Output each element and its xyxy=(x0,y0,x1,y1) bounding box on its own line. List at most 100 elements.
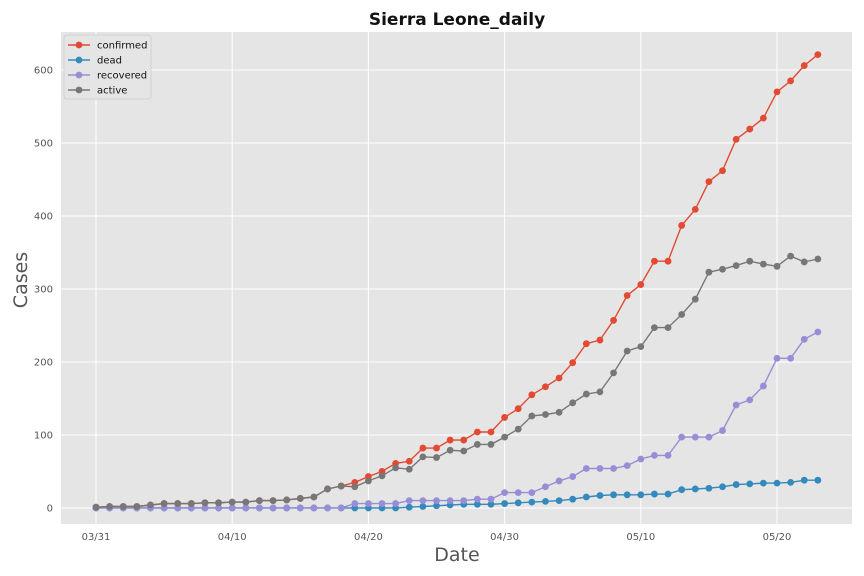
data-point-recovered xyxy=(433,497,440,505)
data-point-active xyxy=(201,499,209,507)
data-point-dead xyxy=(582,493,590,501)
data-point-dead xyxy=(528,498,536,506)
y-tick-label: 100 xyxy=(34,430,53,441)
data-point-confirmed xyxy=(719,167,726,175)
data-point-dead xyxy=(800,476,808,484)
data-point-active xyxy=(487,441,495,448)
data-point-recovered xyxy=(787,354,795,362)
data-point-dead xyxy=(705,484,713,492)
data-point-recovered xyxy=(269,504,277,512)
grid xyxy=(61,32,852,524)
legend-label-confirmed: confirmed xyxy=(97,41,147,52)
data-point-active xyxy=(746,257,754,265)
data-point-dead xyxy=(759,479,767,487)
data-point-recovered xyxy=(514,489,522,497)
data-point-active xyxy=(542,411,549,418)
data-point-recovered xyxy=(773,354,781,362)
data-point-recovered xyxy=(800,335,808,343)
y-tick-label: 300 xyxy=(34,284,53,295)
data-point-confirmed xyxy=(433,444,440,452)
data-point-recovered xyxy=(228,504,236,512)
data-point-active xyxy=(623,347,631,355)
data-point-confirmed xyxy=(732,135,740,143)
data-point-dead xyxy=(814,476,822,484)
data-point-dead xyxy=(514,499,522,507)
data-point-recovered xyxy=(555,477,563,485)
x-tick-label: 04/30 xyxy=(490,532,519,543)
data-point-active xyxy=(228,498,236,506)
data-point-confirmed xyxy=(460,436,468,444)
y-tick-label: 400 xyxy=(34,211,53,222)
data-point-dead xyxy=(651,490,658,498)
data-point-active xyxy=(147,501,154,509)
data-point-recovered xyxy=(542,483,549,491)
data-point-confirmed xyxy=(555,374,563,382)
data-point-recovered xyxy=(337,504,345,512)
data-point-confirmed xyxy=(814,51,822,59)
data-point-active xyxy=(446,446,454,454)
data-point-active xyxy=(296,495,304,502)
data-point-recovered xyxy=(283,504,291,512)
data-point-active xyxy=(691,295,699,303)
legend-label-dead: dead xyxy=(97,56,122,67)
data-point-dead xyxy=(610,491,617,499)
x-tick-label: 05/20 xyxy=(763,532,792,543)
data-point-confirmed xyxy=(800,62,808,69)
data-point-active xyxy=(433,454,440,461)
data-point-recovered xyxy=(419,497,427,505)
data-point-confirmed xyxy=(514,405,522,413)
data-point-confirmed xyxy=(623,292,631,299)
data-point-active xyxy=(514,425,522,433)
data-point-confirmed xyxy=(542,383,549,391)
data-point-active xyxy=(664,324,672,332)
data-point-dead xyxy=(746,480,754,488)
data-point-confirmed xyxy=(405,457,413,465)
data-point-dead xyxy=(773,479,781,487)
data-point-recovered xyxy=(610,465,617,472)
data-point-confirmed xyxy=(473,428,481,436)
data-point-active xyxy=(773,262,781,270)
data-point-dead xyxy=(555,497,563,505)
data-point-recovered xyxy=(719,427,726,434)
data-point-recovered xyxy=(487,495,495,503)
data-point-dead xyxy=(473,500,481,508)
data-point-confirmed xyxy=(637,281,645,288)
data-point-active xyxy=(215,499,222,507)
data-point-confirmed xyxy=(746,125,754,133)
data-point-recovered xyxy=(759,382,767,390)
data-point-active xyxy=(256,497,263,505)
y-tick-label: 0 xyxy=(47,503,53,514)
data-point-active xyxy=(732,262,740,269)
data-point-recovered xyxy=(215,504,222,512)
data-point-active xyxy=(419,453,427,461)
data-point-recovered xyxy=(256,504,263,512)
data-point-recovered xyxy=(623,462,631,470)
data-point-dead xyxy=(596,492,604,499)
data-point-active xyxy=(106,503,114,510)
data-point-dead xyxy=(501,500,508,507)
data-point-active xyxy=(678,311,686,318)
data-point-active xyxy=(187,500,195,507)
x-ticks: 03/31 04/10 04/20 04/30 05/10 05/20 xyxy=(82,532,792,543)
y-tick-label: 600 xyxy=(34,65,53,76)
series-active xyxy=(92,252,822,511)
data-point-recovered xyxy=(405,497,413,505)
data-point-recovered xyxy=(596,465,604,472)
data-point-active xyxy=(800,258,808,266)
data-point-active xyxy=(269,497,277,505)
legend-marker-active xyxy=(75,86,83,94)
data-point-recovered xyxy=(296,504,304,512)
data-point-active xyxy=(310,493,318,501)
data-point-active xyxy=(351,483,359,491)
data-point-dead xyxy=(732,481,740,488)
data-point-active xyxy=(759,260,767,268)
data-point-active xyxy=(596,388,604,396)
data-point-active xyxy=(365,477,372,485)
data-point-confirmed xyxy=(446,436,454,444)
data-point-confirmed xyxy=(487,428,495,436)
data-point-active xyxy=(637,343,645,351)
data-point-active xyxy=(242,498,250,506)
data-point-recovered xyxy=(473,495,481,503)
data-point-recovered xyxy=(351,500,359,507)
